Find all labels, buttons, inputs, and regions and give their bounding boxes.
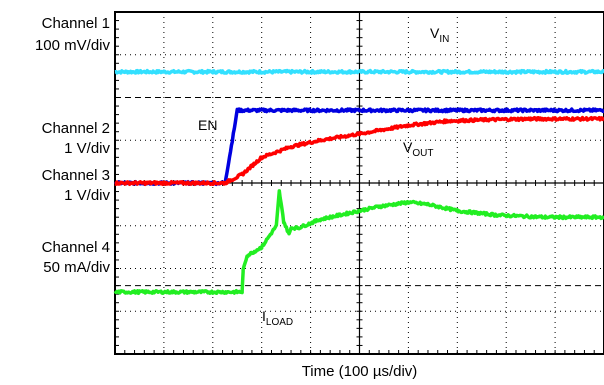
reference-lines xyxy=(115,97,604,287)
channel-2-scale: 1 V/div xyxy=(64,140,110,157)
en-label: EN xyxy=(198,117,217,133)
trace-vin xyxy=(114,68,604,75)
traces xyxy=(113,68,604,296)
channel-4-name: Channel 4 xyxy=(41,239,110,256)
channel-3-name: Channel 3 xyxy=(41,167,110,184)
trace-vout xyxy=(114,115,604,187)
grid xyxy=(114,11,604,355)
channel-1-scale: 100 mV/div xyxy=(34,37,110,54)
channel-2-name: Channel 2 xyxy=(41,120,110,137)
channel-3-label: Channel 3 1 V/div xyxy=(0,167,110,205)
vout-label: VOUT xyxy=(403,139,433,159)
trace-iload xyxy=(113,189,604,296)
channel-1-name: Channel 1 xyxy=(41,15,110,32)
iload-label: ILOAD xyxy=(262,308,293,328)
vin-label: VIN xyxy=(430,25,449,45)
channel-2-label: Channel 2 1 V/div xyxy=(0,120,110,158)
channel-4-scale: 50 mA/div xyxy=(43,259,110,276)
x-axis-label: Time (100 µs/div) xyxy=(301,363,418,380)
channel-3-scale: 1 V/div xyxy=(64,187,110,204)
channel-1-label: Channel 1 100 mV/div xyxy=(0,15,110,55)
channel-4-label: Channel 4 50 mA/div xyxy=(0,239,110,277)
